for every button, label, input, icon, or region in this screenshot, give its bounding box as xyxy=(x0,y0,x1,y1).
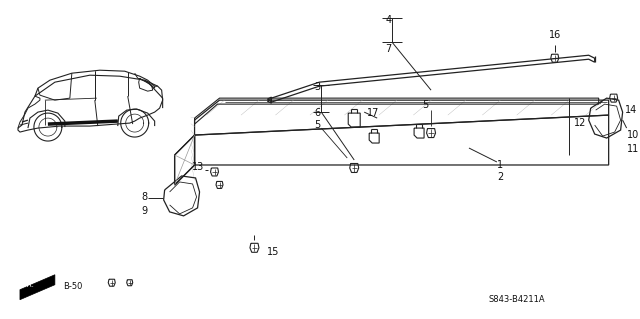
Text: 17: 17 xyxy=(367,108,380,118)
Text: 16: 16 xyxy=(548,30,561,40)
Text: 4: 4 xyxy=(385,15,391,25)
Text: S843-B4211A: S843-B4211A xyxy=(489,295,545,304)
Text: 10: 10 xyxy=(627,130,639,140)
Text: 9: 9 xyxy=(141,206,148,216)
Text: 15: 15 xyxy=(268,247,280,257)
Text: 7: 7 xyxy=(385,44,391,54)
Text: 3: 3 xyxy=(314,82,321,92)
Text: 13: 13 xyxy=(192,162,205,172)
Text: 5: 5 xyxy=(314,120,321,130)
Text: 6: 6 xyxy=(314,108,321,118)
Text: 11: 11 xyxy=(627,144,639,154)
Text: FR.: FR. xyxy=(22,280,34,289)
Text: 1: 1 xyxy=(497,160,503,170)
Text: 12: 12 xyxy=(573,118,586,128)
Text: 5: 5 xyxy=(422,100,428,110)
Text: 2: 2 xyxy=(497,172,503,182)
Text: 8: 8 xyxy=(141,192,148,202)
Polygon shape xyxy=(20,275,55,300)
Text: 14: 14 xyxy=(625,105,637,115)
Text: B-50: B-50 xyxy=(63,282,82,291)
